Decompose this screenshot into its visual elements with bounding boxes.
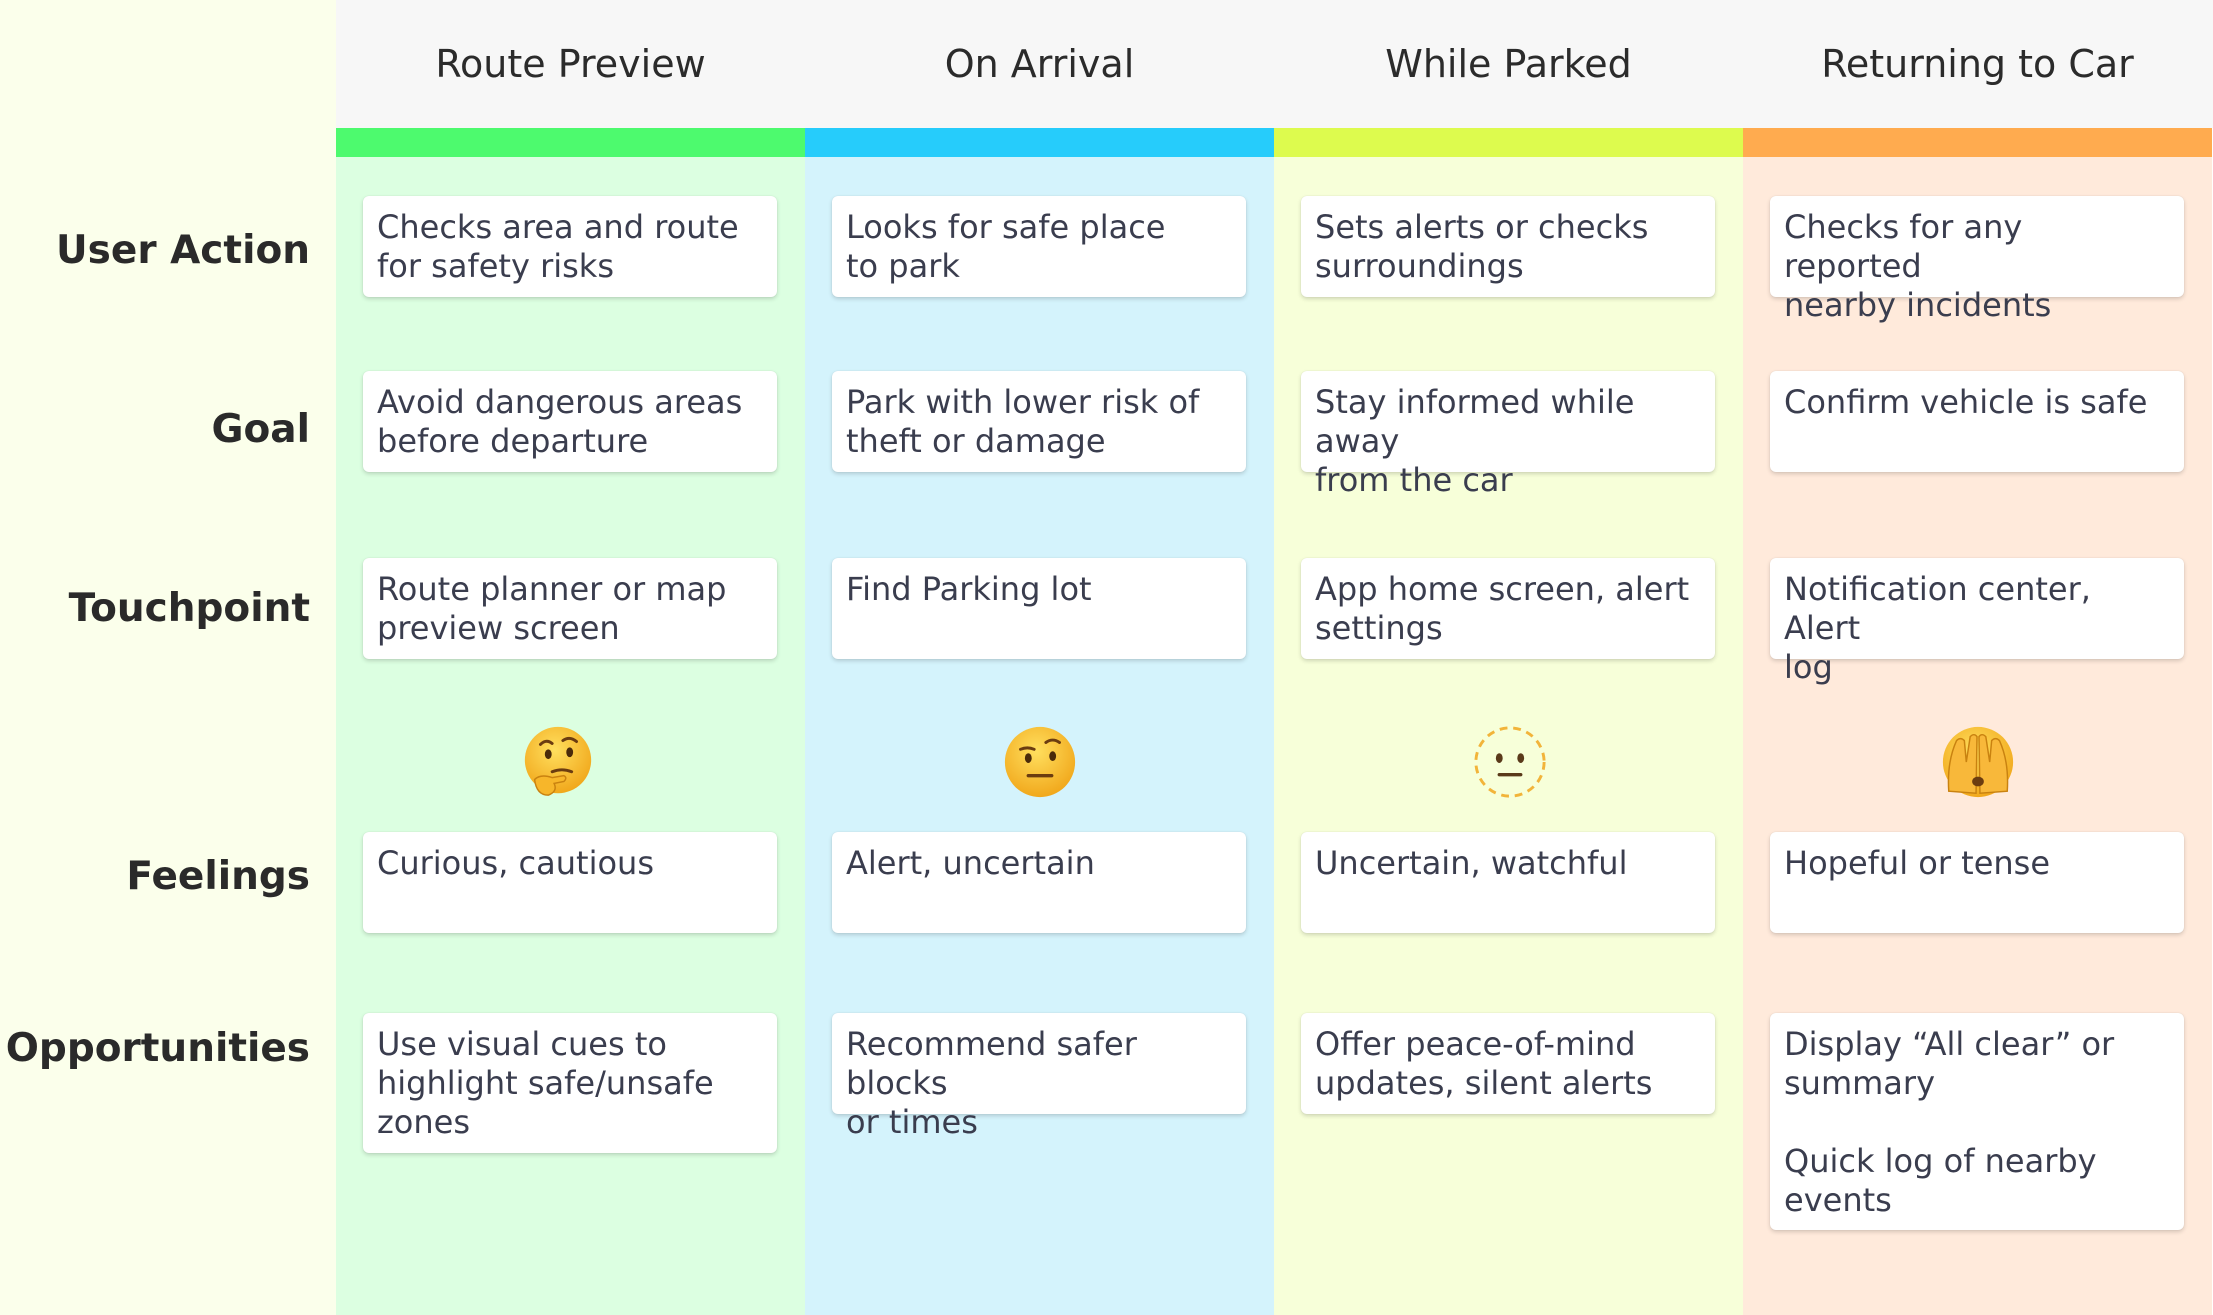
card-user-action: Checks for any reported nearby incidents — [1770, 196, 2184, 324]
stage-column-while-parked — [1274, 157, 1743, 1315]
stage-bar-on-arrival — [805, 128, 1274, 157]
stage-title: On Arrival — [944, 42, 1135, 86]
face-with-open-eyes-and-hand-over-mouth-icon — [1939, 723, 2017, 801]
card-user-action: Looks for safe place to park — [832, 196, 1246, 297]
row-label-touchpoint: Touchpoint — [68, 586, 310, 631]
card-opportunities: Use visual cues to highlight safe/unsafe… — [363, 1013, 777, 1153]
card-user-action: Sets alerts or checks surroundings — [1301, 196, 1715, 297]
card-goal: Park with lower risk of theft or damage — [832, 371, 1246, 472]
row-label-feelings: Feelings — [126, 854, 310, 899]
stage-title: Route Preview — [435, 42, 706, 86]
card-feelings: Curious, cautious — [363, 832, 777, 933]
stage-bar-route-preview — [336, 128, 805, 157]
face-with-raised-eyebrow-icon — [1001, 723, 1079, 801]
card-opportunities: Recommend safer blocks or times — [832, 1013, 1246, 1141]
card-touchpoint: Notification center, Alert log — [1770, 558, 2184, 686]
card-touchpoint: Find Parking lot — [832, 558, 1246, 659]
card-feelings: Hopeful or tense — [1770, 832, 2184, 933]
card-feelings: Alert, uncertain — [832, 832, 1246, 933]
card-opportunities: Display “All clear” or summary Quick log… — [1770, 1013, 2184, 1230]
card-feelings: Uncertain, watchful — [1301, 832, 1715, 933]
stage-header-band — [336, 0, 2213, 128]
card-goal: Stay informed while away from the car — [1301, 371, 1715, 499]
stage-title: Returning to Car — [1821, 42, 2134, 86]
stage-bar-while-parked — [1274, 128, 1743, 157]
row-label-user-action: User Action — [55, 228, 310, 273]
row-label-opportunities: Opportunities — [5, 1026, 310, 1071]
stage-title: While Parked — [1385, 42, 1632, 86]
thinking-face-icon — [519, 723, 597, 801]
stage-bar-returning — [1743, 128, 2212, 157]
row-label-goal: Goal — [211, 407, 311, 452]
card-touchpoint: Route planner or map preview screen — [363, 558, 777, 659]
card-goal: Avoid dangerous areas before departure — [363, 371, 777, 472]
card-opportunities: Offer peace-of-mind updates, silent aler… — [1301, 1013, 1715, 1114]
row-label-column — [0, 0, 336, 1315]
card-touchpoint: App home screen, alert settings — [1301, 558, 1715, 659]
dotted-line-face-icon — [1471, 723, 1549, 801]
card-goal: Confirm vehicle is safe — [1770, 371, 2184, 472]
card-user-action: Checks area and route for safety risks — [363, 196, 777, 297]
